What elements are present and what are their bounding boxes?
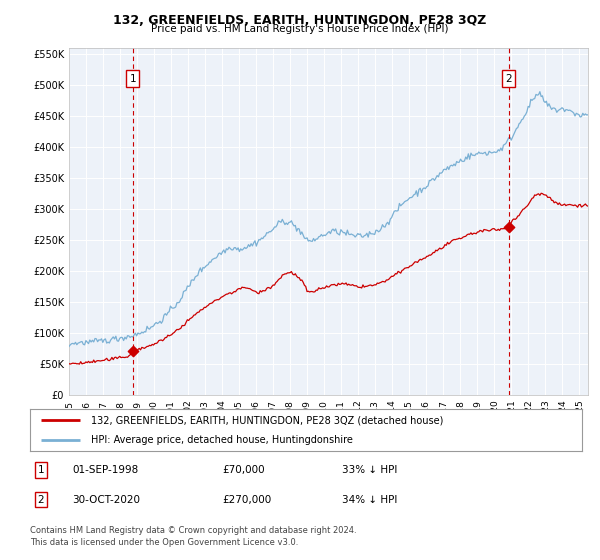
Text: 30-OCT-2020: 30-OCT-2020 <box>72 494 140 505</box>
Text: 1: 1 <box>37 465 44 475</box>
Point <box>128 347 137 356</box>
Text: 132, GREENFIELDS, EARITH, HUNTINGDON, PE28 3QZ: 132, GREENFIELDS, EARITH, HUNTINGDON, PE… <box>113 14 487 27</box>
Text: £270,000: £270,000 <box>222 494 271 505</box>
Text: 1: 1 <box>130 73 136 83</box>
Text: This data is licensed under the Open Government Licence v3.0.: This data is licensed under the Open Gov… <box>30 538 298 547</box>
Text: £70,000: £70,000 <box>222 465 265 475</box>
Text: 2: 2 <box>505 73 512 83</box>
Text: 33% ↓ HPI: 33% ↓ HPI <box>342 465 397 475</box>
Text: HPI: Average price, detached house, Huntingdonshire: HPI: Average price, detached house, Hunt… <box>91 435 353 445</box>
Text: 34% ↓ HPI: 34% ↓ HPI <box>342 494 397 505</box>
Text: 2: 2 <box>37 494 44 505</box>
Text: 01-SEP-1998: 01-SEP-1998 <box>72 465 138 475</box>
Text: 132, GREENFIELDS, EARITH, HUNTINGDON, PE28 3QZ (detached house): 132, GREENFIELDS, EARITH, HUNTINGDON, PE… <box>91 415 443 425</box>
Text: Contains HM Land Registry data © Crown copyright and database right 2024.: Contains HM Land Registry data © Crown c… <box>30 526 356 535</box>
Point <box>504 223 514 232</box>
Text: Price paid vs. HM Land Registry's House Price Index (HPI): Price paid vs. HM Land Registry's House … <box>151 24 449 34</box>
